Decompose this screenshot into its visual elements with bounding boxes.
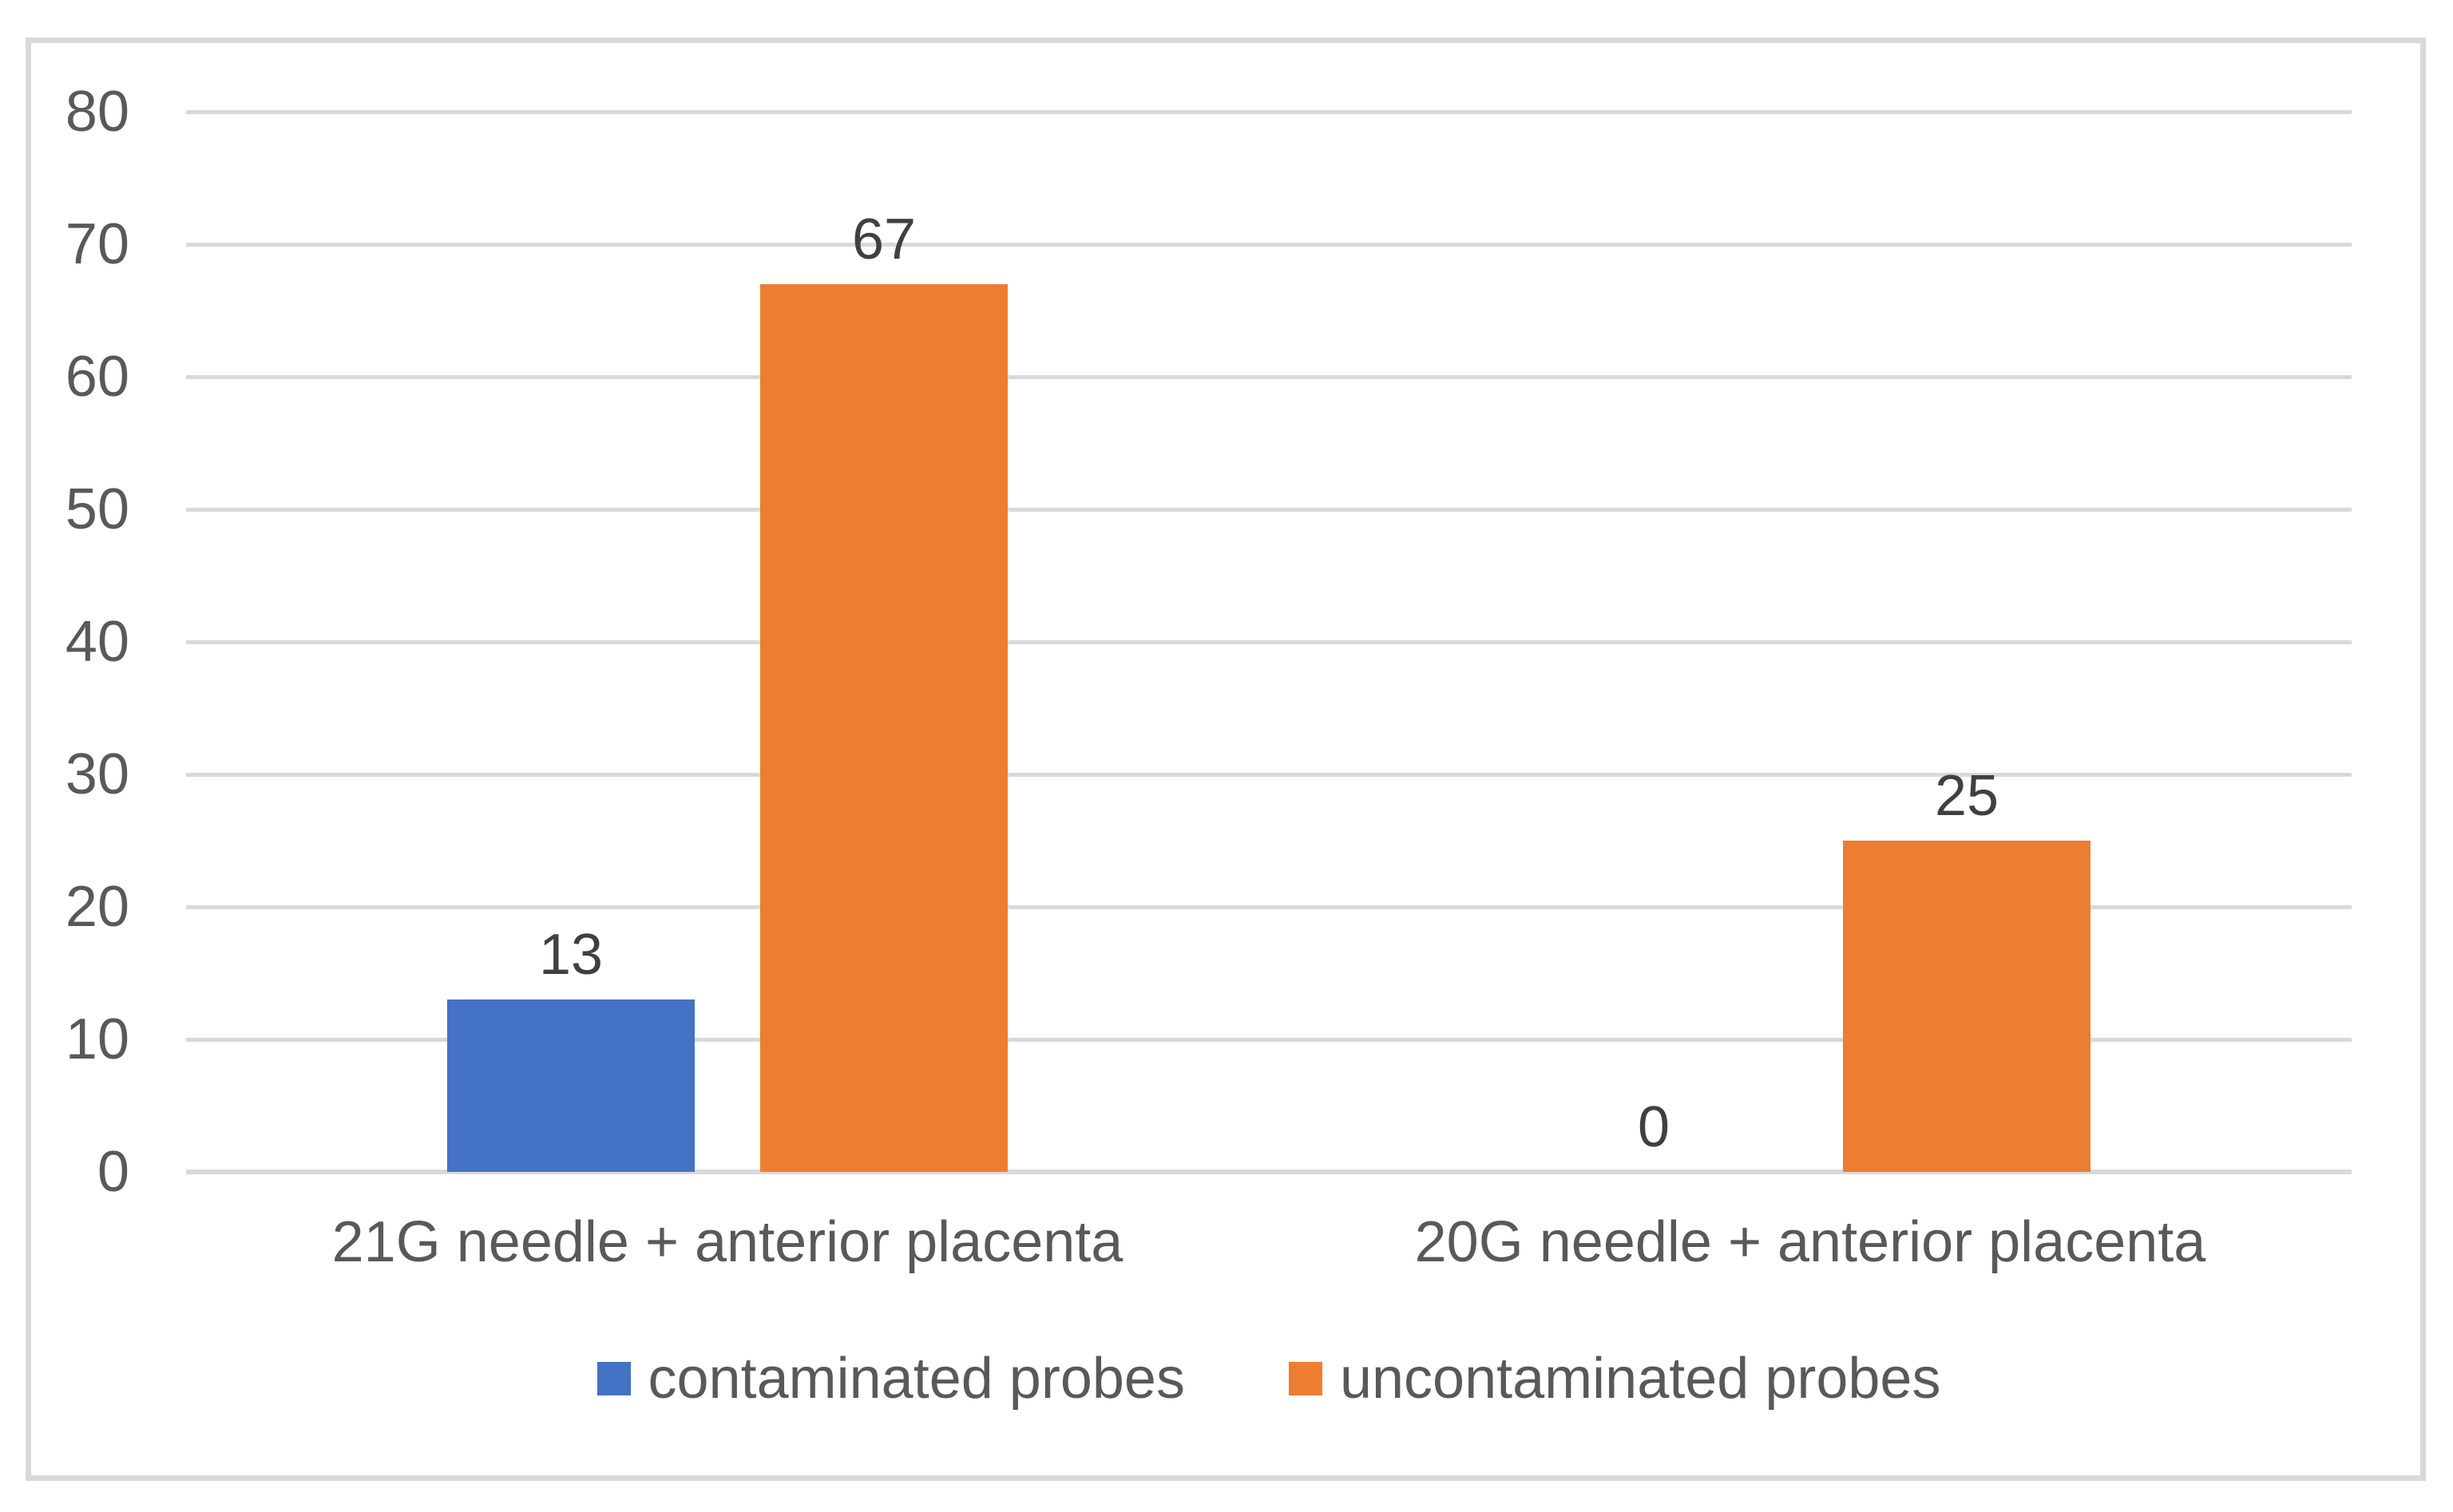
gridline-60	[186, 375, 2352, 379]
data-label-cat1-series0: 0	[1637, 1095, 1670, 1159]
legend: contaminated probes uncontaminated probe…	[186, 1343, 2352, 1415]
data-label-cat0-series0: 13	[538, 923, 604, 988]
legend-item-uncontaminated: uncontaminated probes	[1288, 1347, 1941, 1411]
category-label-20g: 20G needle + anterior placenta	[1414, 1210, 2206, 1274]
y-tick-label-20: 20	[65, 875, 129, 939]
gridline-50	[186, 508, 2352, 512]
chart-frame	[26, 38, 2426, 1481]
gridline-20	[186, 905, 2352, 909]
gridline-70	[186, 243, 2352, 247]
bar-uncontaminated-cat0	[760, 283, 1008, 1172]
y-tick-label-0: 0	[97, 1140, 129, 1204]
y-tick-label-30: 30	[65, 742, 129, 806]
y-tick-label-10: 10	[65, 1007, 129, 1071]
y-tick-label-40: 40	[65, 610, 129, 674]
x-axis: 21G needle + anterior placenta 20G needl…	[186, 1209, 2352, 1289]
legend-swatch-contaminated-icon	[596, 1362, 631, 1395]
legend-swatch-uncontaminated-icon	[1288, 1362, 1322, 1395]
gridline-80	[186, 110, 2352, 114]
plot-area: 13 67 0 25	[186, 110, 2352, 1174]
y-tick-label-70: 70	[65, 212, 129, 276]
bar-uncontaminated-cat1	[1843, 841, 2090, 1172]
x-axis-line	[186, 1170, 2352, 1174]
y-axis: 0 10 20 30 40 50 60 70 80	[0, 83, 129, 1201]
data-label-cat0-series1: 67	[851, 207, 917, 271]
gridline-40	[186, 640, 2352, 644]
legend-label-uncontaminated: uncontaminated probes	[1339, 1347, 1941, 1411]
y-tick-label-60: 60	[65, 345, 129, 409]
legend-label-contaminated: contaminated probes	[648, 1347, 1185, 1411]
data-label-cat1-series1: 25	[1934, 764, 1999, 828]
gridline-30	[186, 773, 2352, 777]
legend-item-contaminated: contaminated probes	[596, 1347, 1185, 1411]
bar-contaminated-cat0	[447, 999, 695, 1172]
y-tick-label-50: 50	[65, 477, 129, 541]
category-label-21g: 21G needle + anterior placenta	[331, 1210, 1123, 1274]
y-tick-label-80: 80	[65, 80, 129, 144]
gridline-10	[186, 1038, 2352, 1042]
